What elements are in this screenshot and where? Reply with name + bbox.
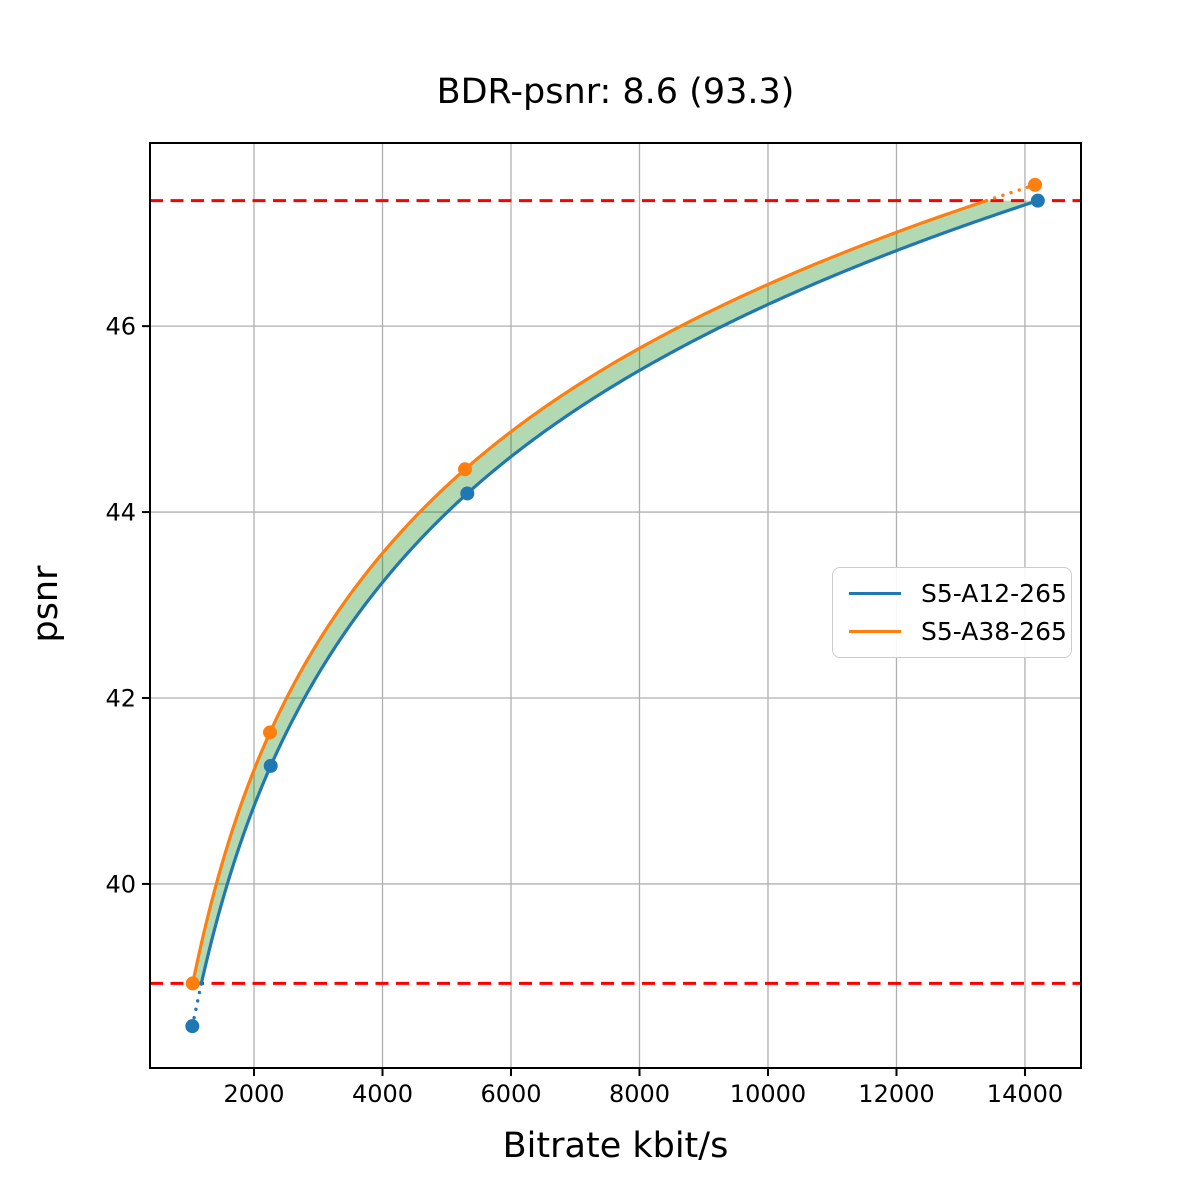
overlap-lines (150, 199, 1081, 985)
x-tick-label: 12000 (858, 1080, 934, 1108)
legend-label: S5-A12-265 (921, 579, 1067, 608)
data-point-marker (460, 486, 475, 501)
legend: S5-A12-265 S5-A38-265 (832, 567, 1072, 658)
axes: 2000 4000 6000 8000 10000 12000 14000 40 42 44 46 (105, 142, 1082, 1108)
data-point-marker (1027, 177, 1042, 192)
y-tick-label: 44 (105, 499, 136, 527)
data-point-marker (263, 758, 278, 773)
data-point-marker (458, 462, 473, 477)
plot-border (149, 142, 1082, 1069)
y-tick-label: 40 (105, 870, 136, 898)
legend-item: S5-A38-265 (849, 617, 1067, 646)
x-tick-label: 2000 (223, 1080, 284, 1108)
curve (191, 199, 989, 985)
curve (199, 199, 1040, 985)
legend-line-sample-blue (849, 592, 901, 595)
x-tick-label: 10000 (730, 1080, 806, 1108)
data-point-marker (185, 976, 200, 991)
x-axis-label: Bitrate kbit/s (502, 1126, 729, 1166)
legend-item: S5-A12-265 (849, 579, 1067, 608)
data-point-marker (185, 1019, 200, 1034)
fill-between (192, 200, 1038, 984)
chart-title: BDR-psnr: 8.6 (93.3) (436, 72, 795, 112)
legend-label: S5-A38-265 (921, 617, 1067, 646)
y-tick-label: 46 (105, 313, 136, 341)
legend-line-sample-orange (849, 630, 901, 633)
data-point-marker (1030, 193, 1045, 208)
dotted-extension (984, 183, 1037, 203)
x-tick-label: 6000 (480, 1080, 541, 1108)
fill-region (192, 200, 1038, 984)
x-tick-label: 14000 (987, 1080, 1063, 1108)
data-point-marker (263, 725, 278, 740)
x-tick-label: 8000 (609, 1080, 670, 1108)
y-tick-label: 42 (105, 685, 136, 713)
series-S5-A12-265 (185, 193, 1045, 1034)
dotted-extension (190, 981, 204, 1028)
x-tick-label: 4000 (352, 1080, 413, 1108)
series-S5-A38-265 (185, 177, 1042, 991)
